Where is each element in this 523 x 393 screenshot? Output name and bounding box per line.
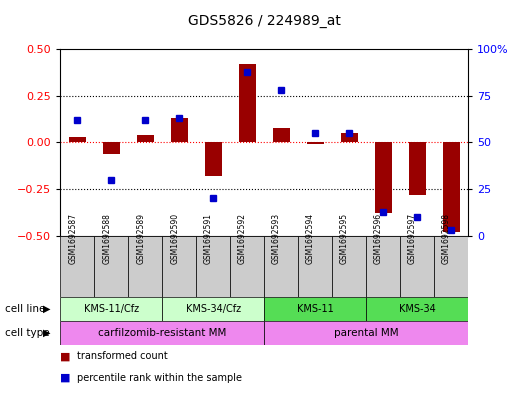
Bar bbox=[230, 236, 264, 297]
Bar bbox=[162, 297, 264, 321]
Text: GSM1692597: GSM1692597 bbox=[408, 213, 417, 264]
Bar bbox=[103, 142, 120, 154]
Text: GDS5826 / 224989_at: GDS5826 / 224989_at bbox=[188, 13, 340, 28]
Text: ▶: ▶ bbox=[43, 304, 51, 314]
Text: GSM1692590: GSM1692590 bbox=[170, 213, 179, 264]
Text: GSM1692596: GSM1692596 bbox=[374, 213, 383, 264]
Text: KMS-34: KMS-34 bbox=[399, 304, 436, 314]
Text: GSM1692598: GSM1692598 bbox=[442, 213, 451, 264]
Bar bbox=[196, 236, 230, 297]
Text: GSM1692587: GSM1692587 bbox=[68, 213, 77, 264]
Text: GSM1692592: GSM1692592 bbox=[238, 213, 247, 264]
Text: cell type: cell type bbox=[5, 328, 50, 338]
Text: GSM1692595: GSM1692595 bbox=[340, 213, 349, 264]
Bar bbox=[60, 297, 162, 321]
Text: GSM1692594: GSM1692594 bbox=[306, 213, 315, 264]
Text: ▶: ▶ bbox=[43, 328, 51, 338]
Bar bbox=[298, 236, 332, 297]
Text: GSM1692588: GSM1692588 bbox=[102, 213, 111, 264]
Bar bbox=[128, 236, 162, 297]
Bar bbox=[204, 142, 222, 176]
Text: KMS-34/Cfz: KMS-34/Cfz bbox=[186, 304, 241, 314]
Text: ■: ■ bbox=[60, 351, 71, 361]
Text: KMS-11/Cfz: KMS-11/Cfz bbox=[84, 304, 139, 314]
Text: percentile rank within the sample: percentile rank within the sample bbox=[77, 373, 242, 383]
Text: GSM1692591: GSM1692591 bbox=[204, 213, 213, 264]
Bar bbox=[434, 236, 468, 297]
Bar bbox=[408, 142, 426, 195]
Bar bbox=[306, 142, 324, 144]
Text: carfilzomib-resistant MM: carfilzomib-resistant MM bbox=[98, 328, 226, 338]
Bar bbox=[400, 236, 434, 297]
Bar bbox=[264, 297, 366, 321]
Text: parental MM: parental MM bbox=[334, 328, 399, 338]
Text: GSM1692593: GSM1692593 bbox=[272, 213, 281, 264]
Bar bbox=[162, 236, 196, 297]
Bar bbox=[340, 133, 358, 142]
Bar bbox=[264, 236, 298, 297]
Bar bbox=[238, 64, 256, 142]
Bar bbox=[442, 142, 460, 232]
Bar bbox=[366, 297, 468, 321]
Bar bbox=[366, 236, 400, 297]
Text: GSM1692589: GSM1692589 bbox=[136, 213, 145, 264]
Bar bbox=[170, 118, 188, 142]
Bar bbox=[272, 127, 290, 142]
Text: transformed count: transformed count bbox=[77, 351, 168, 361]
Bar bbox=[69, 137, 86, 142]
Text: cell line: cell line bbox=[5, 304, 46, 314]
Text: KMS-11: KMS-11 bbox=[297, 304, 334, 314]
Bar bbox=[137, 135, 154, 142]
Bar bbox=[332, 236, 366, 297]
Bar bbox=[94, 236, 128, 297]
Bar bbox=[264, 321, 468, 345]
Bar bbox=[374, 142, 392, 213]
Text: ■: ■ bbox=[60, 373, 71, 383]
Bar bbox=[60, 236, 94, 297]
Bar bbox=[60, 321, 264, 345]
